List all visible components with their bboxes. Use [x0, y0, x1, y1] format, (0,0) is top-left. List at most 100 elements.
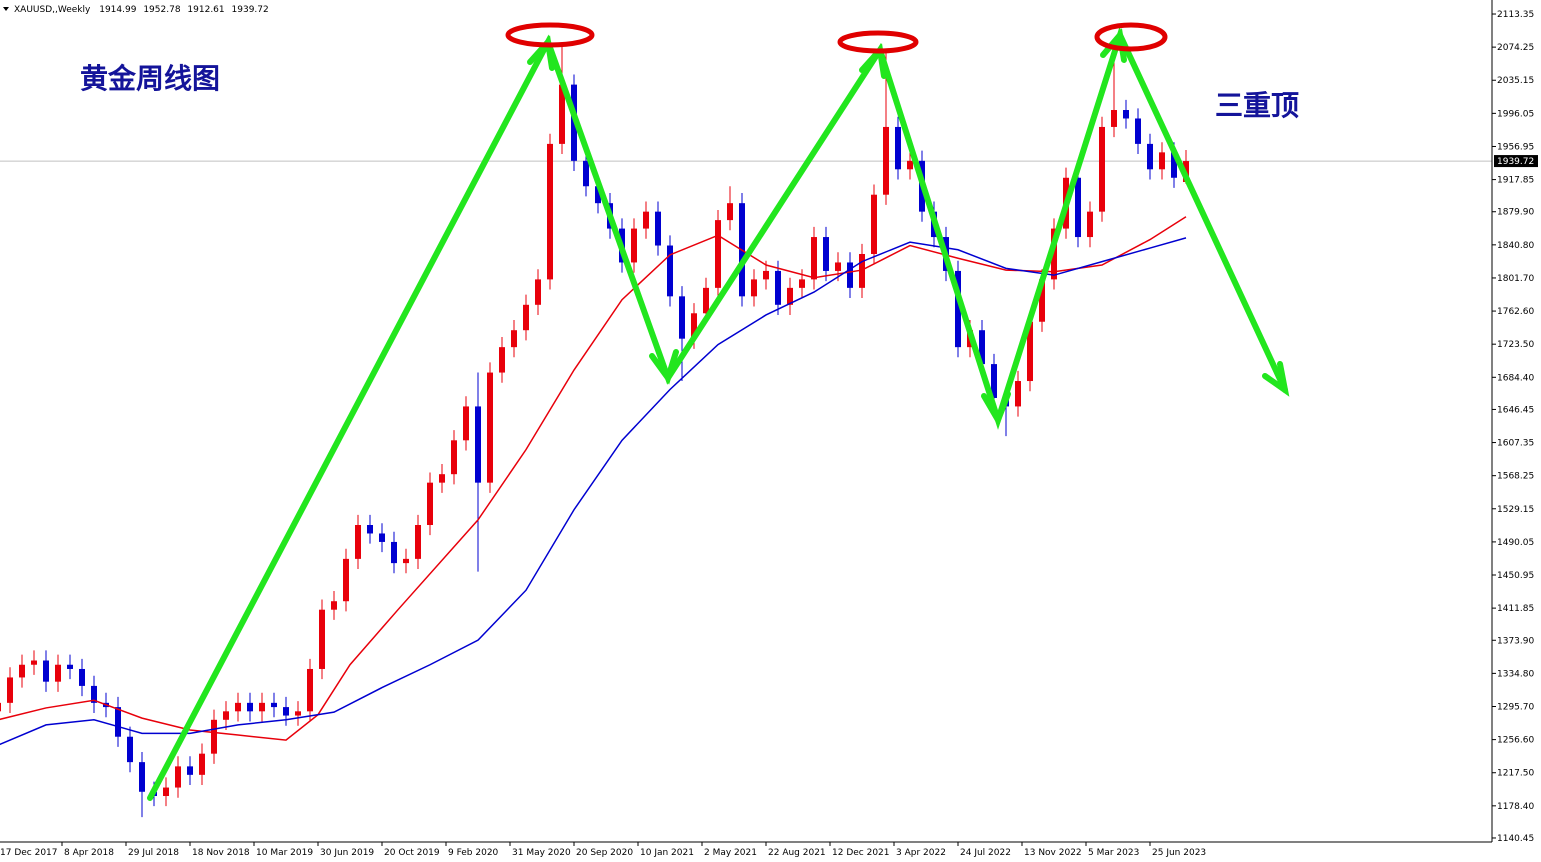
y-tick-label: 1490.05	[1497, 538, 1534, 548]
ohlc-close: 1939.72	[232, 5, 269, 15]
candle-body	[463, 406, 469, 441]
candle-body	[295, 711, 301, 716]
x-tick-label: 10 Mar 2019	[256, 848, 313, 858]
candle-body	[19, 664, 25, 678]
candle-body	[163, 787, 169, 797]
y-tick-label: 2113.35	[1497, 10, 1534, 20]
candle-body	[43, 660, 49, 682]
chart-annotation: 黄金周线图	[80, 62, 220, 95]
ohlc-open: 1914.99	[99, 5, 136, 15]
candle-body	[259, 702, 265, 712]
y-tick-label: 1607.35	[1497, 439, 1534, 449]
candle-body	[331, 601, 337, 610]
pattern-annotation: 三重顶	[1215, 89, 1299, 122]
moving-average	[0, 237, 1187, 746]
candle-body	[439, 474, 445, 483]
candle-body	[895, 126, 901, 170]
x-tick-label: 2 May 2021	[704, 848, 757, 858]
candle-body	[367, 525, 373, 534]
candle-body	[691, 313, 697, 339]
y-tick-label: 1334.80	[1497, 669, 1534, 679]
y-tick-label: 1762.60	[1497, 307, 1534, 317]
candle-body	[0, 702, 1, 712]
y-tick-label: 1801.70	[1497, 274, 1534, 284]
candle-body	[355, 525, 361, 559]
current-price-box	[1494, 155, 1538, 168]
candle-body	[187, 766, 193, 775]
overlay: 黄金周线图 三重顶	[80, 22, 1299, 801]
y-tick-label: 1568.25	[1497, 472, 1534, 482]
candle-body	[835, 262, 841, 271]
candle-body	[523, 304, 529, 331]
candle-body	[679, 296, 685, 339]
candle-body	[1123, 110, 1129, 119]
y-tick-label: 1178.40	[1497, 802, 1534, 812]
candle-body	[1135, 118, 1141, 144]
x-tick-label: 20 Sep 2020	[576, 848, 633, 858]
y-tick-label: 1879.90	[1497, 208, 1534, 218]
candle-body	[547, 143, 553, 280]
candle-body	[283, 707, 289, 716]
candle-body	[667, 245, 673, 297]
candle-body	[823, 237, 829, 271]
candle-body	[115, 707, 121, 737]
y-tick-label: 1646.45	[1497, 405, 1534, 415]
x-tick-label: 8 Apr 2018	[64, 848, 114, 858]
candle-body	[655, 211, 661, 246]
candle-body	[871, 194, 877, 254]
candle-body	[475, 406, 481, 483]
symbol: XAUUSD,,Weekly	[14, 5, 91, 15]
x-tick-label: 10 Jan 2021	[640, 848, 694, 858]
candle-body	[235, 702, 241, 712]
candle-body	[787, 287, 793, 305]
ohlc-high: 1952.78	[143, 5, 180, 15]
candle-body	[643, 211, 649, 229]
y-tick-label: 1917.85	[1497, 176, 1534, 186]
candle-body	[415, 525, 421, 559]
candle-body	[223, 711, 229, 720]
candle-body	[1039, 279, 1045, 322]
candle-body	[1051, 228, 1057, 280]
current-price-label: 1939.72	[1497, 157, 1534, 167]
y-tick-label: 1411.85	[1497, 604, 1534, 614]
moving-average	[0, 216, 1187, 741]
arrow-head	[649, 349, 679, 385]
candle-body	[175, 766, 181, 788]
top-ellipse	[1094, 22, 1168, 52]
x-tick-label: 17 Dec 2017	[0, 848, 58, 858]
y-tick-label: 2035.15	[1497, 76, 1534, 86]
top-ellipse	[505, 22, 595, 48]
y-tick-label: 1295.70	[1497, 702, 1534, 712]
y-tick-label: 1684.40	[1497, 373, 1534, 383]
y-tick-label: 1256.60	[1497, 736, 1534, 746]
x-tick-label: 24 Jul 2022	[960, 848, 1011, 858]
y-tick-label: 2074.25	[1497, 43, 1534, 53]
candle-body	[775, 270, 781, 305]
candle-body	[55, 664, 61, 682]
candle-body	[583, 160, 589, 187]
candle-body	[1027, 321, 1033, 382]
y-tick-label: 1529.15	[1497, 505, 1534, 515]
y-tick-label: 1840.80	[1497, 241, 1534, 251]
candle-body	[139, 762, 145, 792]
y-tick-label: 1373.90	[1497, 636, 1534, 646]
candle-body	[199, 753, 205, 775]
candle-body	[979, 330, 985, 365]
candle-body	[703, 287, 709, 314]
candle-body	[955, 270, 961, 348]
candle-body	[991, 364, 997, 398]
candle-body	[487, 372, 493, 483]
candle-body	[271, 702, 277, 708]
top-ellipse	[837, 30, 919, 54]
candle-body	[379, 533, 385, 542]
candle-body	[127, 736, 133, 763]
x-tick-label: 29 Jul 2018	[128, 848, 179, 858]
candle-body	[1099, 126, 1105, 212]
candle-body	[1159, 152, 1165, 170]
candle-body	[427, 482, 433, 526]
candle-body	[727, 203, 733, 221]
candle-body	[31, 660, 37, 665]
candle-body	[1087, 211, 1093, 238]
